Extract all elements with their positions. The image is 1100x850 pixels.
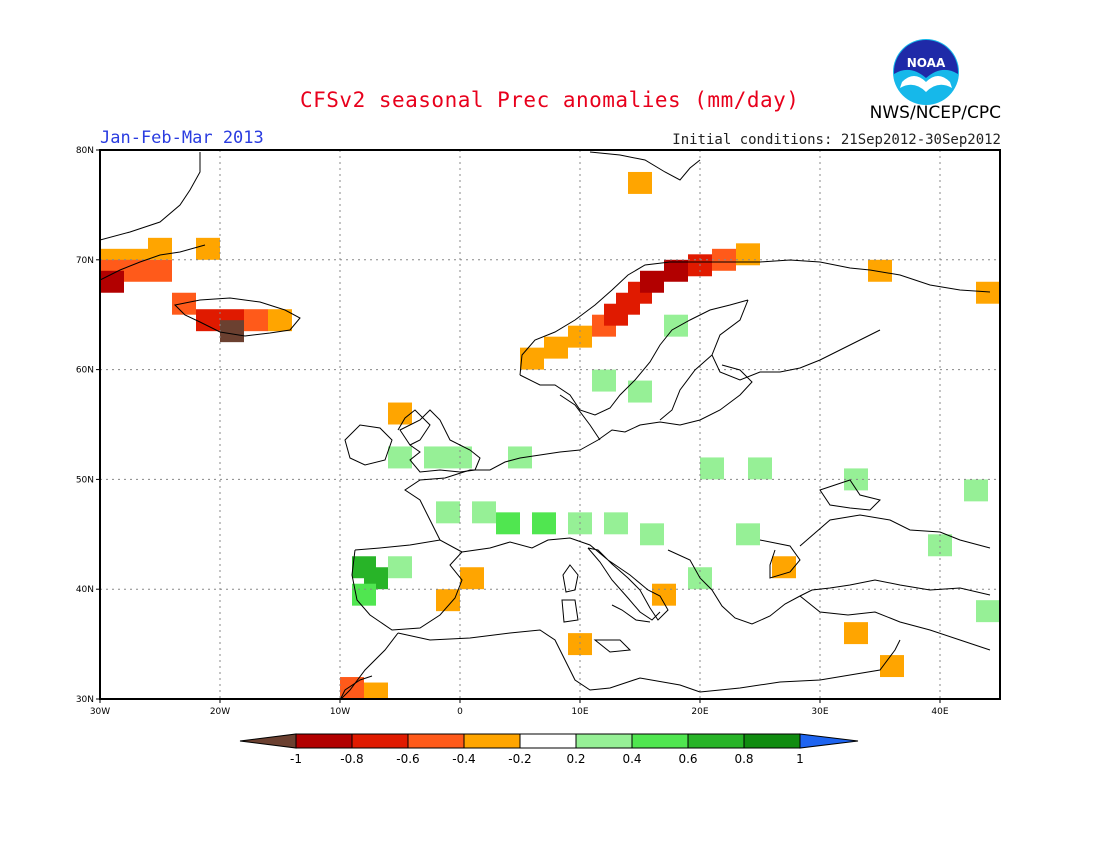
agency-label: NWS/NCEP/CPC bbox=[869, 103, 1001, 123]
anomaly-cell bbox=[388, 402, 412, 425]
lat-tick-label: 80N bbox=[76, 146, 94, 156]
anomaly-cell bbox=[640, 523, 664, 546]
anomaly-cell bbox=[100, 270, 124, 293]
anomaly-cell bbox=[976, 281, 1000, 304]
anomaly-cell bbox=[736, 523, 760, 546]
colorbar-box bbox=[631, 733, 689, 749]
anomaly-cell bbox=[196, 237, 220, 260]
anomaly-cell bbox=[532, 512, 556, 535]
map-frame bbox=[99, 149, 1001, 700]
latitude-ticks: 30N 40N 50N 60N 70N 80N bbox=[76, 146, 100, 705]
colorbar: -1 -0.8 -0.6 -0.4 -0.2 0.2 0.4 0.6 0.8 1 bbox=[239, 733, 859, 766]
logo-text: NOAA bbox=[907, 56, 946, 70]
anomaly-cell bbox=[124, 259, 148, 282]
anomaly-cell bbox=[172, 292, 196, 315]
anomaly-cell bbox=[544, 336, 568, 359]
initial-conditions: Initial conditions: 21Sep2012-30Sep2012 bbox=[672, 132, 1001, 148]
colorbar-box bbox=[575, 733, 633, 749]
colorbar-box bbox=[743, 733, 801, 749]
anomaly-cell bbox=[388, 556, 412, 579]
anomaly-cell bbox=[496, 512, 520, 535]
anomaly-cell bbox=[592, 369, 616, 392]
anomaly-cell bbox=[640, 270, 664, 293]
anomaly-cell bbox=[880, 655, 904, 678]
colorbar-box bbox=[519, 733, 577, 749]
anomaly-cell bbox=[196, 309, 220, 332]
anomaly-cell bbox=[628, 171, 652, 194]
anomaly-cell bbox=[748, 457, 772, 480]
colorbar-upper-triangle bbox=[799, 733, 859, 749]
colorbar-box bbox=[463, 733, 521, 749]
anomaly-cell bbox=[472, 501, 496, 524]
lat-tick-label: 40N bbox=[76, 585, 94, 595]
anomaly-cell bbox=[364, 682, 388, 699]
colorbar-tick-label: -0.8 bbox=[340, 752, 363, 766]
anomaly-cell bbox=[268, 309, 292, 332]
anomaly-cell bbox=[148, 259, 172, 282]
anomaly-cell bbox=[508, 446, 532, 469]
anomaly-cell bbox=[664, 314, 688, 337]
lon-tick-label: 40E bbox=[931, 707, 948, 717]
colorbar-box bbox=[295, 733, 353, 749]
lat-tick-label: 50N bbox=[76, 475, 94, 485]
anomaly-cell bbox=[868, 259, 892, 282]
anomaly-cell bbox=[928, 534, 952, 557]
noaa-logo: NOAA bbox=[893, 39, 959, 105]
forecast-period: Jan-Feb-Mar 2013 bbox=[100, 128, 264, 148]
gridlines bbox=[100, 150, 1000, 699]
colorbar-tick-label: 0.6 bbox=[678, 752, 697, 766]
colorbar-tick-label: 0.4 bbox=[622, 752, 641, 766]
lon-tick-label: 20E bbox=[691, 707, 708, 717]
lon-tick-label: 10E bbox=[571, 707, 588, 717]
anomaly-cell bbox=[976, 600, 1000, 623]
lon-tick-label: 30W bbox=[90, 707, 110, 717]
colorbar-tick-label: -0.4 bbox=[452, 752, 475, 766]
lon-tick-label: 10W bbox=[330, 707, 350, 717]
longitude-ticks: 30W 20W 10W 0 10E 20E 30E 40E bbox=[90, 699, 949, 717]
anomaly-cell bbox=[568, 633, 592, 656]
anomaly-cell bbox=[460, 567, 484, 590]
anomaly-cell bbox=[700, 457, 724, 480]
anomaly-cell bbox=[388, 446, 412, 469]
colorbar-tick-label: 0.8 bbox=[734, 752, 753, 766]
map-background bbox=[100, 150, 1000, 699]
lon-tick-label: 30E bbox=[811, 707, 828, 717]
anomaly-cell bbox=[244, 309, 268, 332]
coastlines bbox=[100, 151, 991, 699]
lat-tick-label: 60N bbox=[76, 366, 94, 376]
colorbar-tick-label: -0.6 bbox=[396, 752, 419, 766]
anomaly-cell bbox=[628, 380, 652, 403]
map-title: CFSv2 seasonal Prec anomalies (mm/day) bbox=[300, 88, 800, 112]
colorbar-box bbox=[351, 733, 409, 749]
colorbar-tick-label: 0.2 bbox=[566, 752, 585, 766]
colorbar-tick-label: -1 bbox=[290, 752, 302, 766]
lon-tick-label: 20W bbox=[210, 707, 230, 717]
lat-tick-label: 30N bbox=[76, 695, 94, 705]
colorbar-box bbox=[687, 733, 745, 749]
colorbar-box bbox=[407, 733, 465, 749]
anomaly-cells bbox=[100, 171, 1000, 699]
anomaly-cell bbox=[964, 479, 988, 502]
lon-tick-label: 0 bbox=[457, 707, 463, 717]
anomaly-cell bbox=[436, 589, 460, 612]
colorbar-lower-triangle bbox=[239, 733, 297, 749]
anomaly-cell bbox=[148, 237, 172, 260]
lat-tick-label: 70N bbox=[76, 256, 94, 266]
anomaly-cell bbox=[664, 259, 688, 282]
colorbar-tick-label: 1 bbox=[796, 752, 804, 766]
anomaly-cell bbox=[424, 446, 448, 469]
anomaly-cell bbox=[604, 512, 628, 535]
anomaly-cell bbox=[436, 501, 460, 524]
anomaly-cell bbox=[220, 320, 244, 343]
colorbar-tick-label: -0.2 bbox=[508, 752, 531, 766]
anomaly-cell bbox=[520, 347, 544, 370]
anomaly-cell bbox=[844, 622, 868, 645]
anomaly-cell bbox=[772, 556, 796, 579]
